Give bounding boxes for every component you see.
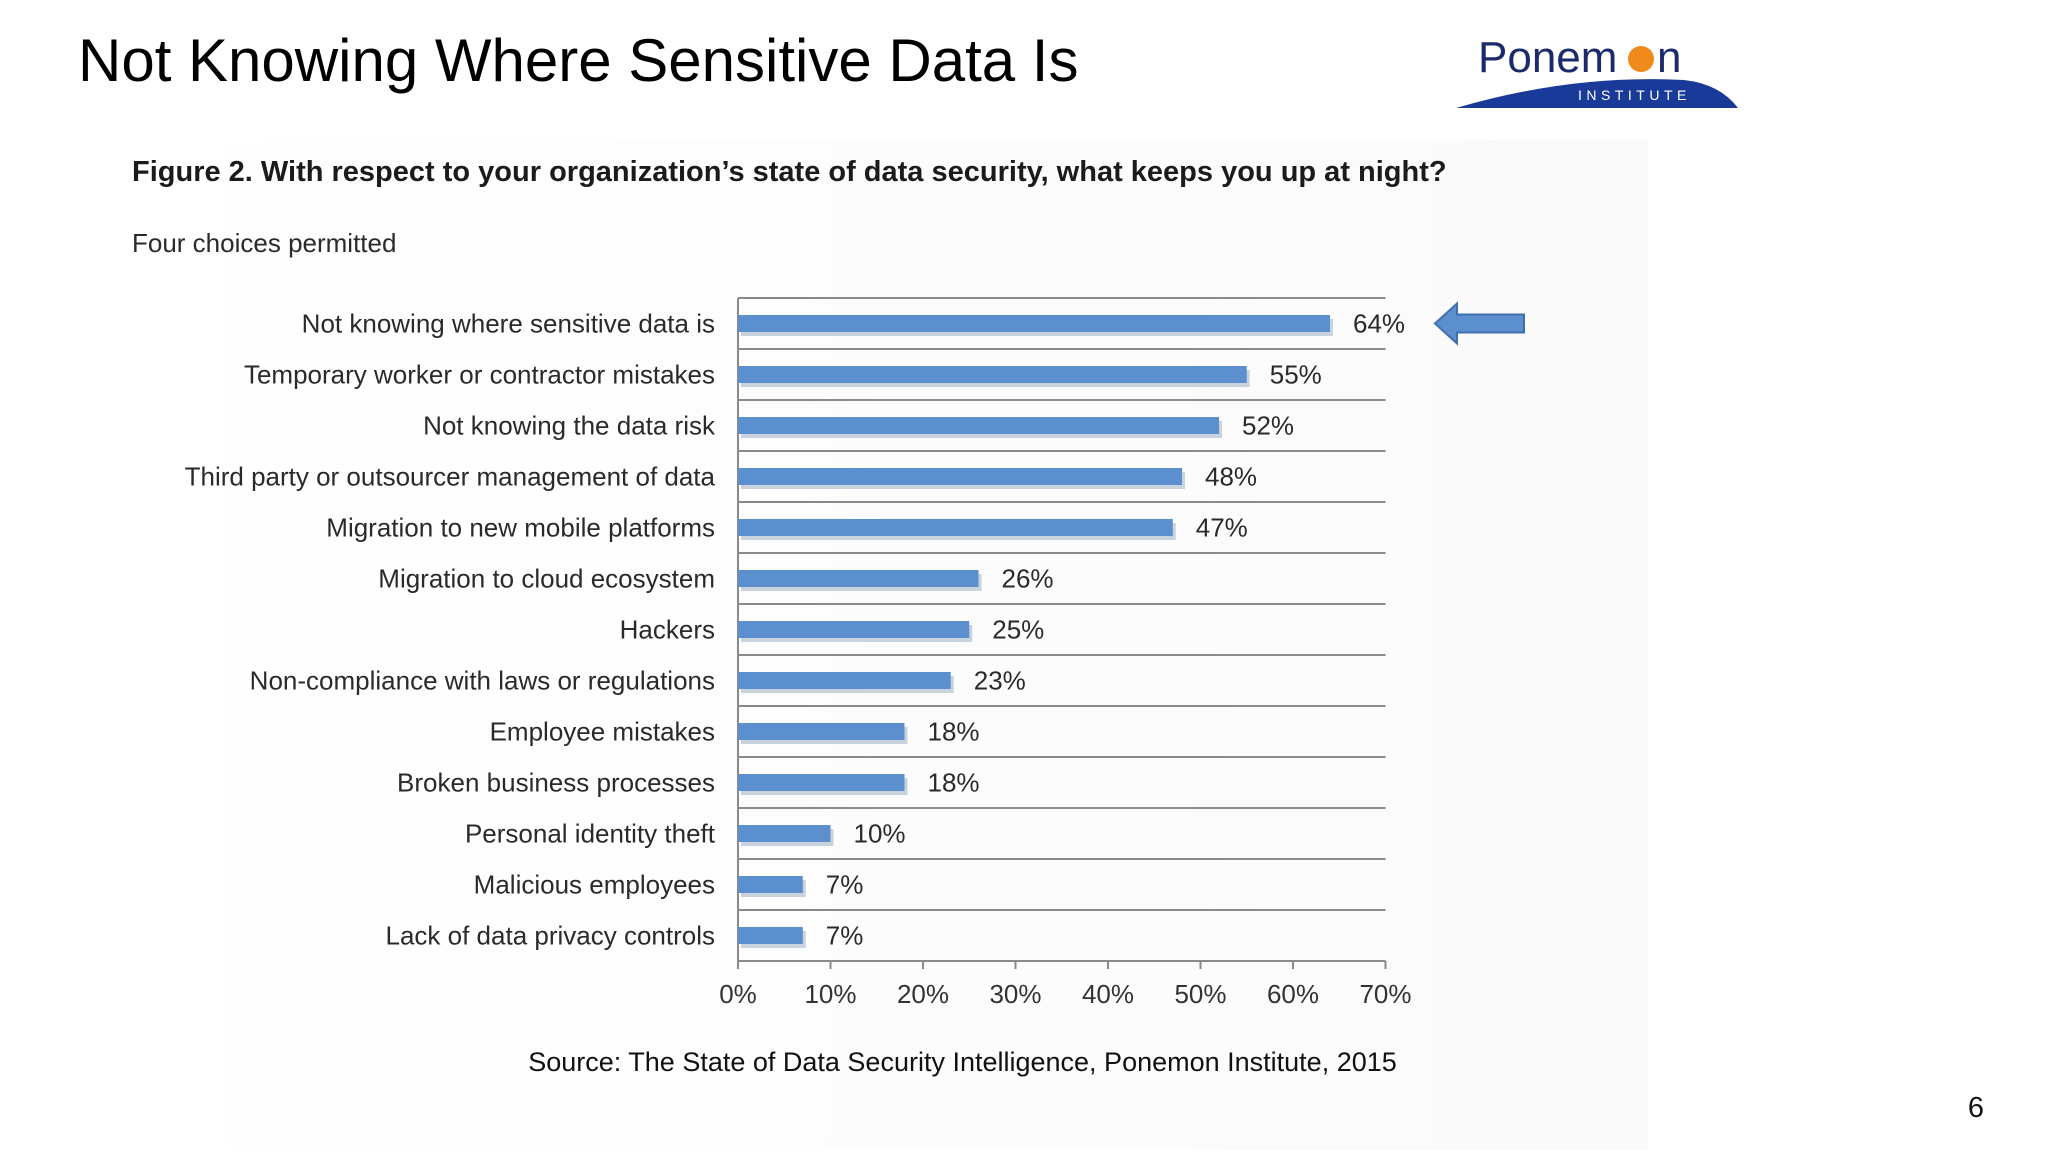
page-number: 6 xyxy=(1967,1092,1984,1124)
category-label: Migration to cloud ecosystem xyxy=(378,564,715,594)
bar xyxy=(738,876,803,893)
bar-chart: 0% 10% 20% 30% 40% 50% 60% 70% Not knowing where… xyxy=(185,297,1525,1009)
value-label: 25% xyxy=(992,615,1044,645)
bar xyxy=(738,570,979,587)
category-label: Non-compliance with laws or regulations xyxy=(250,666,715,696)
category-label: Employee mistakes xyxy=(490,717,715,747)
x-tick-label: 10% xyxy=(804,979,856,1009)
figure-subtitle: Four choices permitted xyxy=(132,228,397,258)
value-label: 18% xyxy=(928,768,980,798)
value-label: 64% xyxy=(1353,309,1405,339)
bar xyxy=(738,774,905,791)
bar xyxy=(738,519,1173,536)
value-label: 47% xyxy=(1196,513,1248,543)
bar xyxy=(738,468,1182,485)
bar xyxy=(738,366,1247,383)
category-label: Lack of data privacy controls xyxy=(386,921,716,951)
value-label: 7% xyxy=(826,870,864,900)
figure-title: Figure 2. With respect to your organizat… xyxy=(132,156,1447,188)
logo-wordmark: Ponem xyxy=(1478,33,1617,82)
x-tick-label: 70% xyxy=(1359,979,1411,1009)
category-label: Hackers xyxy=(620,615,715,645)
bar xyxy=(738,825,831,842)
x-tick-label: 30% xyxy=(989,979,1041,1009)
x-tick-label: 20% xyxy=(897,979,949,1009)
category-label: Malicious employees xyxy=(474,870,715,900)
figure-panel xyxy=(118,140,1648,1150)
category-label: Third party or outsourcer management of … xyxy=(185,462,716,492)
value-label: 23% xyxy=(974,666,1026,696)
source-citation: Source: The State of Data Security Intel… xyxy=(528,1047,1397,1077)
category-label: Temporary worker or contractor mistakes xyxy=(244,360,715,390)
bar xyxy=(738,927,803,944)
category-label: Personal identity theft xyxy=(465,819,716,849)
value-label: 52% xyxy=(1242,411,1294,441)
value-label: 10% xyxy=(854,819,906,849)
value-label: 7% xyxy=(826,921,864,951)
logo-dot xyxy=(1628,46,1654,72)
value-label: 26% xyxy=(1002,564,1054,594)
bar xyxy=(738,315,1330,332)
logo-subtitle: INSTITUTE xyxy=(1578,87,1691,103)
value-label: 55% xyxy=(1270,360,1322,390)
category-label: Not knowing where sensitive data is xyxy=(302,309,715,339)
bar xyxy=(738,723,905,740)
annotation-arrow-icon xyxy=(1433,301,1525,346)
x-tick-label: 0% xyxy=(719,979,757,1009)
logo-swoosh xyxy=(1456,79,1738,108)
x-tick-label: 60% xyxy=(1267,979,1319,1009)
ponemon-institute-logo: Ponem n INSTITUTE xyxy=(1452,22,1742,112)
x-tick-label: 50% xyxy=(1174,979,1226,1009)
bar xyxy=(738,621,970,638)
slide-title: Not Knowing Where Sensitive Data Is xyxy=(78,27,1079,94)
value-label: 18% xyxy=(928,717,980,747)
category-label: Not knowing the data risk xyxy=(423,411,716,441)
category-label: Migration to new mobile platforms xyxy=(326,513,715,543)
value-label: 48% xyxy=(1205,462,1257,492)
bar xyxy=(738,672,951,689)
logo-wordmark-end: n xyxy=(1657,33,1681,82)
category-label: Broken business processes xyxy=(397,768,715,798)
x-tick-label: 40% xyxy=(1082,979,1134,1009)
bar xyxy=(738,417,1219,434)
